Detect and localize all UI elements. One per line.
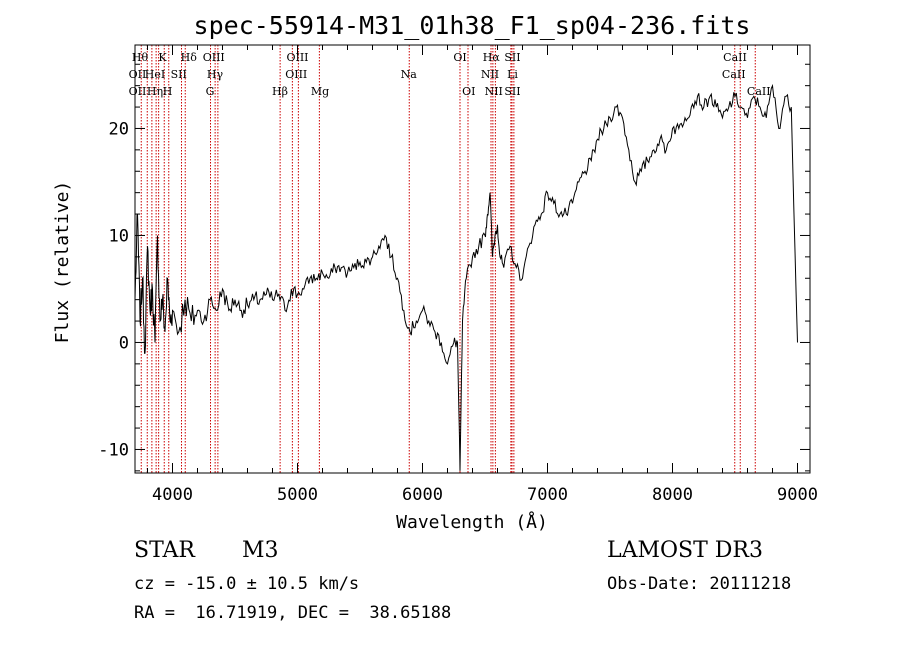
line-marker-label: OIII — [285, 68, 307, 81]
y-tick-label: 0 — [119, 333, 129, 353]
line-marker-label: OIII — [286, 51, 308, 64]
y-axis-label: Flux (relative) — [52, 181, 73, 344]
line-marker-label: CaII — [747, 85, 771, 98]
line-marker-label: SII — [504, 51, 520, 64]
line-marker-label: Na — [401, 68, 418, 81]
y-tick-label: -10 — [98, 440, 129, 460]
line-marker-label: SII — [504, 85, 520, 98]
line-marker-label: OII — [129, 85, 147, 98]
line-marker-label: CaII — [723, 51, 747, 64]
line-marker-label: Hθ — [132, 51, 149, 64]
line-marker-label: Li — [507, 68, 518, 81]
line-marker-label: OIII — [203, 51, 225, 64]
x-axis: 4000 5000 6000 7000 8000 9000 — [147, 45, 818, 505]
object-class: STAR — [134, 538, 195, 563]
sky-coordinates: RA = 16.71919, DEC = 38.65188 — [134, 603, 452, 623]
line-marker-label: Hδ — [181, 51, 198, 64]
line-marker-label: HeI — [145, 68, 165, 81]
x-tick-label: 9000 — [777, 485, 818, 505]
spectrum-line — [134, 83, 798, 471]
y-axis: -10 0 10 20 — [98, 63, 810, 472]
chart-title: spec-55914-M31_01h38_F1_sp04-236.fits — [194, 11, 751, 40]
line-marker-label: OII — [129, 68, 147, 81]
line-marker-label: SII — [171, 68, 187, 81]
line-marker-label: NII — [485, 85, 503, 98]
spectral-line-markers — [140, 45, 756, 473]
x-tick-label: 4000 — [152, 485, 193, 505]
line-marker-label: Hβ — [272, 85, 288, 98]
line-marker-label: Hα — [483, 51, 501, 64]
obs-date: Obs-Date: 20111218 — [607, 574, 792, 594]
line-marker-label: G — [206, 85, 215, 98]
object-subclass: M3 — [242, 538, 279, 563]
x-axis-label: Wavelength (Å) — [396, 511, 548, 533]
x-tick-label: 5000 — [277, 485, 318, 505]
line-marker-label: Mg — [311, 85, 329, 98]
line-marker-label: NII — [481, 68, 499, 81]
line-marker-label: H — [163, 85, 173, 98]
y-tick-label: 20 — [109, 119, 129, 139]
x-tick-label: 8000 — [652, 485, 693, 505]
line-marker-label: CaII — [722, 68, 746, 81]
survey-name: LAMOST DR3 — [607, 538, 763, 563]
line-marker-label: Hγ — [207, 68, 224, 81]
line-marker-label: OI — [453, 51, 466, 64]
x-tick-label: 7000 — [527, 485, 568, 505]
y-tick-label: 10 — [109, 226, 129, 246]
x-tick-label: 6000 — [402, 485, 443, 505]
line-marker-label: OI — [462, 85, 475, 98]
redshift-readout: cz = -15.0 ± 10.5 km/s — [134, 574, 360, 594]
line-marker-label: K — [158, 51, 167, 64]
spectrum-series — [134, 83, 798, 471]
line-marker-label: Hη — [147, 85, 163, 98]
